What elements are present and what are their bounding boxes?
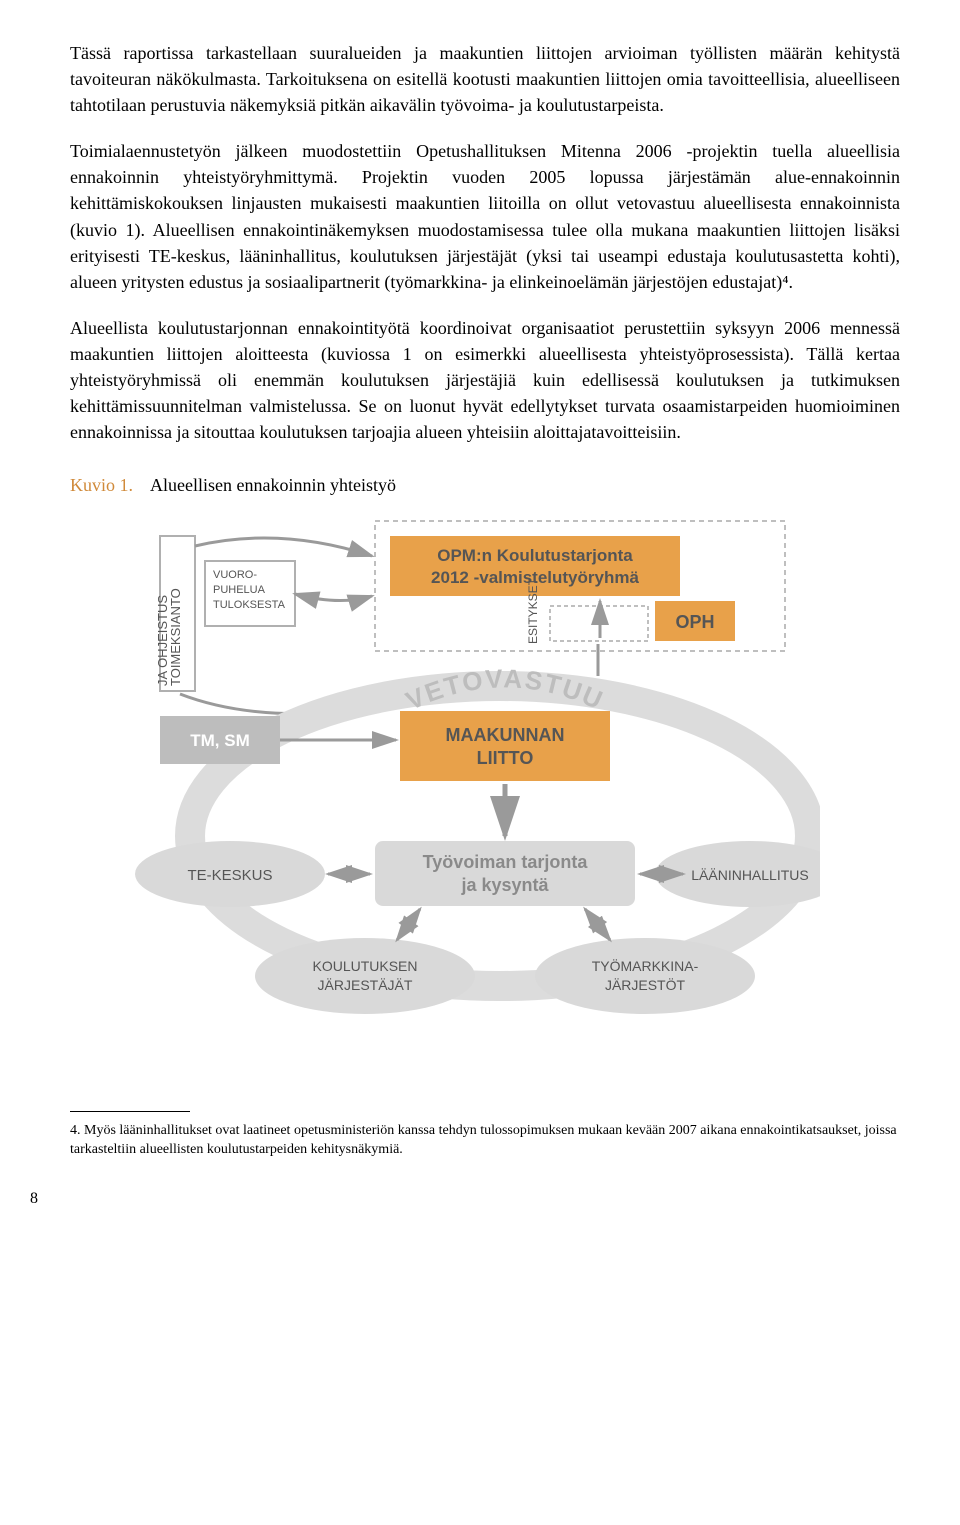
diagram-container: OPM:n Koulutustarjonta 2012 -valmistelut… (100, 516, 820, 1031)
page-number: 8 (30, 1190, 900, 1208)
figure-caption: Kuvio 1. Alueellisen ennakoinnin yhteist… (70, 475, 900, 496)
vuoro-l2: PUHELUA (213, 584, 266, 596)
opm-line1: OPM:n Koulutustarjonta (437, 546, 633, 565)
tyomarkkina-ellipse (535, 938, 755, 1014)
toimeksianto-l1: TOIMEKSIANTO (168, 589, 183, 687)
maakunnan-box (400, 711, 610, 781)
tmsm-label: TM, SM (190, 731, 250, 750)
figure-title: Alueellisen ennakoinnin yhteistyö (150, 475, 396, 495)
vuoro-l1: VUORO- (213, 569, 257, 581)
koulutuksen-ellipse (255, 938, 475, 1014)
flow-diagram: OPM:n Koulutustarjonta 2012 -valmistelut… (100, 516, 820, 1026)
body-paragraph-2: Toimialaennustetyön jälkeen muodostettii… (70, 138, 900, 295)
curve-mid (295, 594, 372, 601)
koulutuksen-l1: KOULUTUKSEN (312, 958, 417, 974)
tyovoiman-box (375, 841, 635, 906)
figure-number: Kuvio 1. (70, 475, 133, 495)
arrow-koulutuksen (397, 909, 420, 940)
footnote-text: 4. Myös lääninhallitukset ovat laatineet… (70, 1122, 900, 1160)
esitykset-label: ESITYKSET (526, 578, 540, 645)
vetovastuu-label: VETOVASTUU (401, 664, 608, 717)
footnote-rule (70, 1111, 190, 1112)
tyovoiman-l1: Työvoiman tarjonta (423, 852, 589, 872)
maakunnan-l1: MAAKUNNAN (446, 725, 565, 745)
body-paragraph-3: Alueellista koulutustarjonnan ennakointi… (70, 315, 900, 445)
curve-top (195, 538, 372, 556)
laaninh-label: LÄÄNINHALLITUS (691, 867, 808, 883)
tyovoiman-l2: ja kysyntä (460, 875, 549, 895)
koulutuksen-l2: JÄRJESTÄJÄT (318, 977, 413, 993)
toimeksianto-l2: JA OHJEISTUS (155, 595, 170, 686)
arrow-tyomarkkina (585, 909, 610, 940)
tyomarkkina-l2: JÄRJESTÖT (605, 976, 686, 993)
tyomarkkina-l1: TYÖMARKKINA- (592, 957, 699, 974)
vuoro-l3: TULOKSESTA (213, 599, 286, 611)
body-paragraph-1: Tässä raportissa tarkastellaan suuraluei… (70, 40, 900, 118)
maakunnan-l2: LIITTO (477, 748, 534, 768)
oph-label: OPH (675, 612, 714, 632)
tekeskus-label: TE-KESKUS (187, 867, 272, 884)
